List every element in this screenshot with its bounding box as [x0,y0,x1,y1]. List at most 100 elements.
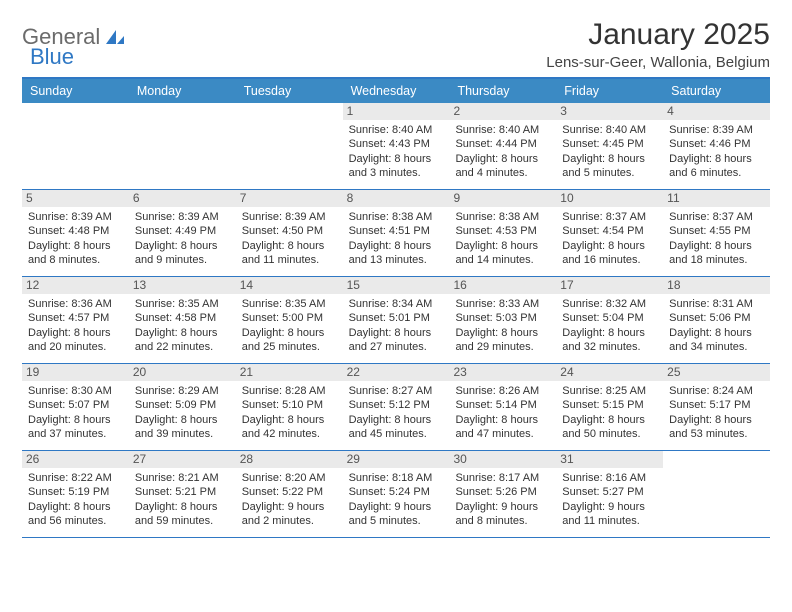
day-cell: 12Sunrise: 8:36 AMSunset: 4:57 PMDayligh… [22,277,129,363]
day-number: 25 [663,364,770,381]
dl1-text: Daylight: 9 hours [242,500,339,514]
sunset-text: Sunset: 5:00 PM [242,311,339,325]
sunrise-text: Sunrise: 8:25 AM [562,384,659,398]
day-number: 15 [343,277,450,294]
sunrise-text: Sunrise: 8:39 AM [135,210,232,224]
day-number: 29 [343,451,450,468]
day-header-mon: Monday [129,79,236,103]
dl2-text: and 56 minutes. [28,514,125,528]
day-number: 19 [22,364,129,381]
day-cell: 13Sunrise: 8:35 AMSunset: 4:58 PMDayligh… [129,277,236,363]
dl2-text: and 20 minutes. [28,340,125,354]
day-number: 13 [129,277,236,294]
day-number: 23 [449,364,556,381]
dl2-text: and 11 minutes. [242,253,339,267]
day-header-row: Sunday Monday Tuesday Wednesday Thursday… [22,79,770,103]
dl2-text: and 9 minutes. [135,253,232,267]
sunset-text: Sunset: 5:12 PM [349,398,446,412]
day-number: 22 [343,364,450,381]
day-cell: 27Sunrise: 8:21 AMSunset: 5:21 PMDayligh… [129,451,236,537]
day-number: 21 [236,364,343,381]
day-cell: 14Sunrise: 8:35 AMSunset: 5:00 PMDayligh… [236,277,343,363]
sunrise-text: Sunrise: 8:35 AM [242,297,339,311]
sunrise-text: Sunrise: 8:27 AM [349,384,446,398]
dl1-text: Daylight: 8 hours [242,413,339,427]
dl1-text: Daylight: 8 hours [349,152,446,166]
day-number: 18 [663,277,770,294]
dl1-text: Daylight: 8 hours [455,326,552,340]
dl1-text: Daylight: 8 hours [562,413,659,427]
sunrise-text: Sunrise: 8:38 AM [349,210,446,224]
sunrise-text: Sunrise: 8:28 AM [242,384,339,398]
sunrise-text: Sunrise: 8:37 AM [669,210,766,224]
dl1-text: Daylight: 8 hours [349,413,446,427]
sunset-text: Sunset: 4:58 PM [135,311,232,325]
day-cell: 5Sunrise: 8:39 AMSunset: 4:48 PMDaylight… [22,190,129,276]
day-number: 26 [22,451,129,468]
dl1-text: Daylight: 8 hours [135,500,232,514]
day-number: 7 [236,190,343,207]
sunset-text: Sunset: 5:07 PM [28,398,125,412]
dl2-text: and 50 minutes. [562,427,659,441]
day-number: 24 [556,364,663,381]
dl1-text: Daylight: 8 hours [349,326,446,340]
dl2-text: and 29 minutes. [455,340,552,354]
dl1-text: Daylight: 8 hours [28,239,125,253]
dl1-text: Daylight: 8 hours [669,413,766,427]
dl2-text: and 25 minutes. [242,340,339,354]
month-title: January 2025 [546,18,770,52]
day-cell [22,103,129,189]
day-cell: 9Sunrise: 8:38 AMSunset: 4:53 PMDaylight… [449,190,556,276]
day-number: 8 [343,190,450,207]
day-cell: 17Sunrise: 8:32 AMSunset: 5:04 PMDayligh… [556,277,663,363]
dl1-text: Daylight: 8 hours [28,326,125,340]
sunset-text: Sunset: 4:53 PM [455,224,552,238]
day-cell: 24 Sunrise: 8:25 AMSunset: 5:15 PMDayligh… [556,364,663,450]
dl1-text: Daylight: 8 hours [242,326,339,340]
dl1-text: Daylight: 8 hours [455,152,552,166]
week-row: 19Sunrise: 8:30 AMSunset: 5:07 PMDayligh… [22,364,770,451]
dl1-text: Daylight: 8 hours [669,152,766,166]
logo-text-blue: Blue [30,44,74,70]
day-number: 11 [663,190,770,207]
day-cell: 3Sunrise: 8:40 AMSunset: 4:45 PMDaylight… [556,103,663,189]
dl2-text: and 5 minutes. [349,514,446,528]
sunset-text: Sunset: 4:44 PM [455,137,552,151]
sunset-text: Sunset: 4:51 PM [349,224,446,238]
sunrise-text: Sunrise: 8:26 AM [455,384,552,398]
dl2-text: and 45 minutes. [349,427,446,441]
sunset-text: Sunset: 4:46 PM [669,137,766,151]
dl2-text: and 11 minutes. [562,514,659,528]
day-cell: 2Sunrise: 8:40 AMSunset: 4:44 PMDaylight… [449,103,556,189]
day-header-tue: Tuesday [236,79,343,103]
day-header-sun: Sunday [22,79,129,103]
day-cell: 26Sunrise: 8:22 AMSunset: 5:19 PMDayligh… [22,451,129,537]
day-cell: 28Sunrise: 8:20 AMSunset: 5:22 PMDayligh… [236,451,343,537]
day-header-thu: Thursday [449,79,556,103]
dl2-text: and 59 minutes. [135,514,232,528]
dl2-text: and 13 minutes. [349,253,446,267]
day-number: 1 [343,103,450,120]
dl1-text: Daylight: 9 hours [349,500,446,514]
dl1-text: Daylight: 8 hours [562,239,659,253]
day-cell: 16Sunrise: 8:33 AMSunset: 5:03 PMDayligh… [449,277,556,363]
day-cell: 7Sunrise: 8:39 AMSunset: 4:50 PMDaylight… [236,190,343,276]
sunrise-text: Sunrise: 8:24 AM [669,384,766,398]
dl1-text: Daylight: 8 hours [135,239,232,253]
week-row: 5Sunrise: 8:39 AMSunset: 4:48 PMDaylight… [22,190,770,277]
dl2-text: and 32 minutes. [562,340,659,354]
dl1-text: Daylight: 8 hours [349,239,446,253]
day-number: 4 [663,103,770,120]
title-block: January 2025 Lens-sur-Geer, Wallonia, Be… [546,18,770,71]
day-number: 3 [556,103,663,120]
sunrise-text: Sunrise: 8:20 AM [242,471,339,485]
sunset-text: Sunset: 5:15 PM [562,398,659,412]
day-cell: 23Sunrise: 8:26 AMSunset: 5:14 PMDayligh… [449,364,556,450]
week-row: 1Sunrise: 8:40 AMSunset: 4:43 PMDaylight… [22,103,770,190]
day-number: 20 [129,364,236,381]
sunrise-text: Sunrise: 8:37 AM [562,210,659,224]
sunset-text: Sunset: 4:55 PM [669,224,766,238]
sunset-text: Sunset: 4:48 PM [28,224,125,238]
day-number: 17 [556,277,663,294]
sunrise-text: Sunrise: 8:22 AM [28,471,125,485]
